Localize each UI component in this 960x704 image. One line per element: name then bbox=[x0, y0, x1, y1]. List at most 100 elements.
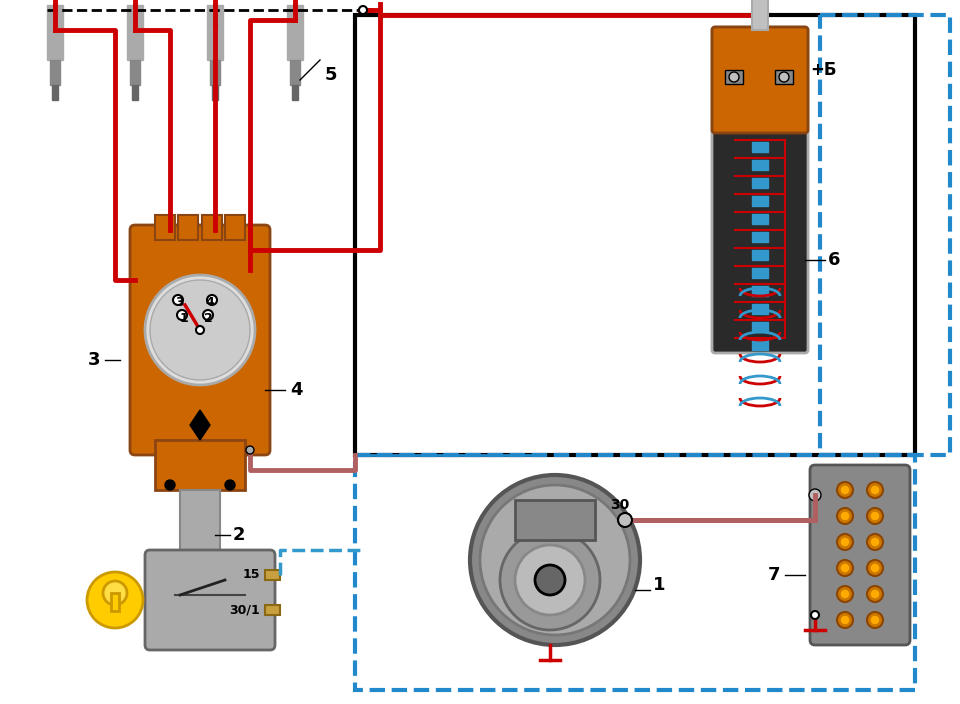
Circle shape bbox=[729, 72, 739, 82]
Circle shape bbox=[870, 537, 880, 547]
FancyBboxPatch shape bbox=[810, 465, 910, 645]
Bar bbox=[290, 60, 300, 85]
Bar bbox=[292, 85, 298, 100]
Bar bbox=[752, 160, 768, 170]
Circle shape bbox=[809, 489, 821, 501]
Circle shape bbox=[203, 310, 213, 320]
Circle shape bbox=[867, 534, 883, 550]
Text: 30/1: 30/1 bbox=[229, 603, 260, 617]
Circle shape bbox=[618, 513, 632, 527]
Circle shape bbox=[867, 560, 883, 576]
FancyBboxPatch shape bbox=[130, 225, 270, 455]
Bar bbox=[212, 85, 218, 100]
Bar bbox=[715, 30, 805, 350]
Bar bbox=[287, 5, 303, 60]
Circle shape bbox=[165, 480, 175, 490]
Bar bbox=[820, 15, 950, 455]
Circle shape bbox=[480, 485, 630, 635]
Circle shape bbox=[515, 545, 585, 615]
Bar bbox=[515, 500, 595, 540]
Text: 1: 1 bbox=[653, 576, 665, 594]
Text: 4: 4 bbox=[205, 296, 214, 308]
Circle shape bbox=[837, 482, 853, 498]
Circle shape bbox=[870, 589, 880, 599]
Bar bbox=[265, 605, 280, 615]
Bar bbox=[188, 560, 212, 590]
Circle shape bbox=[500, 530, 600, 630]
Text: +Б: +Б bbox=[810, 61, 836, 79]
Bar bbox=[111, 593, 119, 611]
Bar bbox=[752, 268, 768, 278]
Circle shape bbox=[867, 482, 883, 498]
Text: 6: 6 bbox=[828, 251, 841, 269]
Circle shape bbox=[173, 295, 183, 305]
Bar bbox=[355, 15, 915, 455]
Circle shape bbox=[870, 485, 880, 495]
Circle shape bbox=[196, 326, 204, 334]
Bar bbox=[752, 142, 768, 152]
Circle shape bbox=[870, 615, 880, 625]
Circle shape bbox=[837, 508, 853, 524]
Bar bbox=[752, 196, 768, 206]
Text: 4: 4 bbox=[290, 381, 302, 399]
Circle shape bbox=[145, 275, 255, 385]
Circle shape bbox=[87, 572, 143, 628]
Text: 3: 3 bbox=[87, 351, 100, 369]
Circle shape bbox=[470, 475, 640, 645]
Text: 2: 2 bbox=[204, 311, 212, 325]
Bar bbox=[202, 215, 222, 240]
Circle shape bbox=[840, 511, 850, 521]
Text: 5: 5 bbox=[325, 66, 338, 84]
Text: 3: 3 bbox=[176, 296, 184, 308]
Bar bbox=[752, 322, 768, 332]
FancyBboxPatch shape bbox=[145, 550, 275, 650]
Circle shape bbox=[811, 611, 819, 619]
Circle shape bbox=[840, 615, 850, 625]
Circle shape bbox=[837, 586, 853, 602]
Circle shape bbox=[246, 446, 254, 454]
Bar bbox=[225, 215, 245, 240]
Bar bbox=[752, 340, 768, 350]
Circle shape bbox=[207, 295, 217, 305]
Circle shape bbox=[870, 563, 880, 573]
Bar bbox=[752, 178, 768, 188]
Bar bbox=[265, 570, 280, 580]
Bar bbox=[178, 215, 198, 240]
Bar bbox=[752, 214, 768, 224]
FancyBboxPatch shape bbox=[712, 27, 808, 353]
Bar bbox=[725, 70, 743, 84]
Bar bbox=[155, 215, 175, 240]
Text: 7: 7 bbox=[767, 566, 780, 584]
Bar bbox=[775, 70, 793, 84]
Circle shape bbox=[867, 586, 883, 602]
Circle shape bbox=[837, 560, 853, 576]
Bar bbox=[207, 5, 223, 60]
Bar bbox=[130, 60, 140, 85]
Bar bbox=[127, 5, 143, 60]
Bar bbox=[752, 286, 768, 296]
FancyBboxPatch shape bbox=[712, 27, 808, 133]
Bar bbox=[752, 304, 768, 314]
Circle shape bbox=[840, 537, 850, 547]
Circle shape bbox=[867, 508, 883, 524]
Bar bbox=[47, 5, 63, 60]
Text: 2: 2 bbox=[233, 526, 246, 544]
Circle shape bbox=[837, 612, 853, 628]
Text: 15: 15 bbox=[243, 569, 260, 582]
Circle shape bbox=[225, 480, 235, 490]
Circle shape bbox=[840, 589, 850, 599]
Polygon shape bbox=[190, 410, 210, 440]
Circle shape bbox=[870, 511, 880, 521]
Bar bbox=[355, 455, 915, 690]
Circle shape bbox=[840, 563, 850, 573]
Bar bbox=[180, 490, 220, 560]
Bar bbox=[752, 250, 768, 260]
Bar bbox=[752, 232, 768, 242]
Bar bbox=[132, 85, 138, 100]
Circle shape bbox=[150, 280, 250, 380]
Bar bbox=[210, 60, 220, 85]
Circle shape bbox=[867, 612, 883, 628]
Circle shape bbox=[359, 6, 367, 14]
Text: 30: 30 bbox=[611, 498, 630, 512]
Bar bbox=[155, 440, 245, 490]
